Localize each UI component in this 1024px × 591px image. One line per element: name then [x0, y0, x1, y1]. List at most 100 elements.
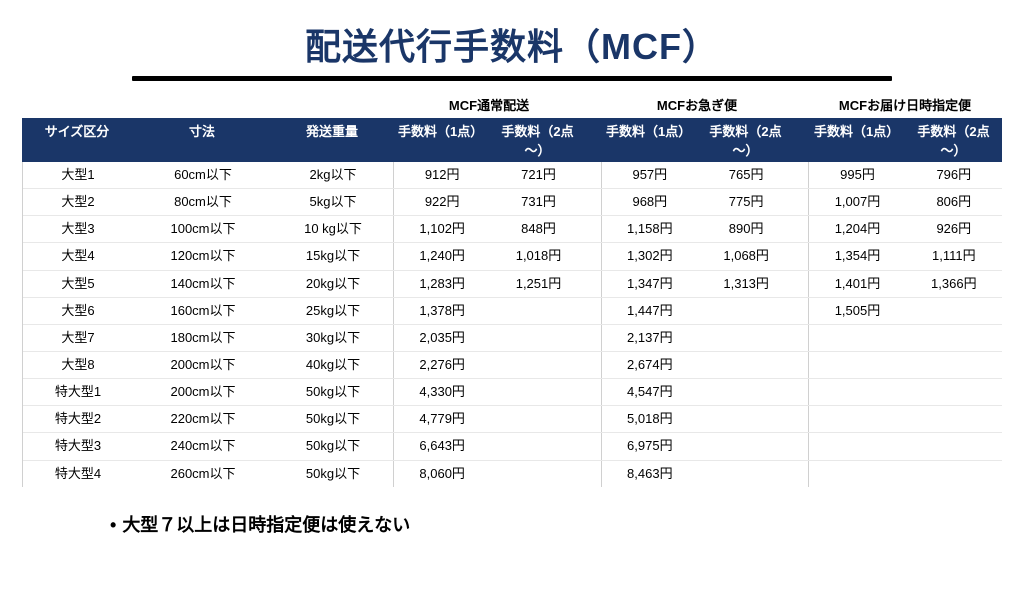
cell-size: 大型6: [23, 298, 133, 324]
cell-a1: 922円: [393, 189, 490, 215]
cell-b2: [698, 433, 794, 459]
cell-c1: 1,007円: [808, 189, 905, 215]
cell-c2: [906, 298, 1002, 324]
cell-b1: 1,447円: [601, 298, 698, 324]
table-body: 大型160cm以下2kg以下912円721円957円765円995円796円大型…: [22, 162, 1002, 487]
table-row: 大型3100cm以下10 kg以下1,102円848円1,158円890円1,2…: [23, 216, 1002, 243]
cell-b2: [698, 352, 794, 378]
cell-a2: [490, 325, 586, 351]
cell-c1: [808, 325, 905, 351]
cell-a2: 848円: [490, 216, 586, 242]
cell-dim: 140cm以下: [133, 271, 273, 297]
cell-b2: 765円: [698, 162, 794, 188]
cell-size: 大型2: [23, 189, 133, 215]
cell-a2: [490, 433, 586, 459]
cell-c1: 1,401円: [808, 271, 905, 297]
cell-a2: 1,251円: [490, 271, 586, 297]
cell-b2: [698, 298, 794, 324]
cell-dim: 200cm以下: [133, 379, 273, 405]
cell-c1: [808, 379, 905, 405]
cell-size: 特大型3: [23, 433, 133, 459]
cell-c1: [808, 406, 905, 432]
cell-a1: 1,240円: [393, 243, 490, 269]
table-row: 大型8200cm以下40kg以下2,276円2,674円: [23, 352, 1002, 379]
cell-size: 大型7: [23, 325, 133, 351]
cell-a1: 2,035円: [393, 325, 490, 351]
cell-b2: [698, 406, 794, 432]
group-header-row: MCF通常配送 MCFお急ぎ便 MCFお届け日時指定便: [22, 95, 1002, 118]
cell-size: 大型4: [23, 243, 133, 269]
cell-c1: [808, 433, 905, 459]
cell-size: 大型1: [23, 162, 133, 188]
page-title: 配送代行手数料（MCF）: [0, 18, 1024, 70]
cell-c1: [808, 461, 905, 487]
group-header-express: MCFお急ぎ便: [600, 95, 794, 118]
cell-b2: [698, 461, 794, 487]
col-c1: 手数料（1点）: [808, 118, 905, 162]
cell-a2: [490, 298, 586, 324]
cell-a1: 1,378円: [393, 298, 490, 324]
cell-dim: 80cm以下: [133, 189, 273, 215]
cell-b2: 890円: [698, 216, 794, 242]
cell-b2: 775円: [698, 189, 794, 215]
table-row: 大型5140cm以下20kg以下1,283円1,251円1,347円1,313円…: [23, 271, 1002, 298]
cell-c2: [906, 379, 1002, 405]
cell-size: 特大型1: [23, 379, 133, 405]
cell-b1: 5,018円: [601, 406, 698, 432]
col-a2: 手数料（2点～）: [489, 118, 586, 162]
cell-a1: 1,102円: [393, 216, 490, 242]
cell-b2: 1,313円: [698, 271, 794, 297]
table-row: 特大型3240cm以下50kg以下6,643円6,975円: [23, 433, 1002, 460]
table-row: 大型7180cm以下30kg以下2,035円2,137円: [23, 325, 1002, 352]
cell-c2: [906, 406, 1002, 432]
table-row: 特大型1200cm以下50kg以下4,330円4,547円: [23, 379, 1002, 406]
col-dim: 寸法: [132, 118, 272, 162]
cell-weight: 50kg以下: [273, 406, 393, 432]
cell-a2: 721円: [490, 162, 586, 188]
col-a1: 手数料（1点）: [392, 118, 489, 162]
cell-a2: 731円: [490, 189, 586, 215]
cell-dim: 180cm以下: [133, 325, 273, 351]
cell-dim: 100cm以下: [133, 216, 273, 242]
cell-a1: 2,276円: [393, 352, 490, 378]
bullet-icon: •: [110, 515, 116, 535]
cell-b1: 8,463円: [601, 461, 698, 487]
cell-c2: [906, 325, 1002, 351]
cell-b2: [698, 325, 794, 351]
cell-b1: 2,674円: [601, 352, 698, 378]
footnote: •大型７以上は日時指定便は使えない: [110, 511, 1024, 537]
cell-c2: [906, 352, 1002, 378]
group-header-scheduled: MCFお届け日時指定便: [808, 95, 1002, 118]
cell-a2: [490, 461, 586, 487]
cell-c1: 1,354円: [808, 243, 905, 269]
col-weight: 発送重量: [272, 118, 392, 162]
cell-b1: 1,347円: [601, 271, 698, 297]
cell-c2: 806円: [906, 189, 1002, 215]
cell-size: 特大型2: [23, 406, 133, 432]
cell-a2: [490, 406, 586, 432]
cell-b2: [698, 379, 794, 405]
cell-c2: 796円: [906, 162, 1002, 188]
cell-weight: 2kg以下: [273, 162, 393, 188]
cell-c2: [906, 433, 1002, 459]
cell-b1: 1,158円: [601, 216, 698, 242]
table-row: 大型4120cm以下15kg以下1,240円1,018円1,302円1,068円…: [23, 243, 1002, 270]
cell-weight: 50kg以下: [273, 461, 393, 487]
cell-dim: 220cm以下: [133, 406, 273, 432]
col-b1: 手数料（1点）: [600, 118, 697, 162]
cell-weight: 40kg以下: [273, 352, 393, 378]
cell-a1: 4,330円: [393, 379, 490, 405]
cell-weight: 5kg以下: [273, 189, 393, 215]
cell-c2: 1,366円: [906, 271, 1002, 297]
table-row: 特大型2220cm以下50kg以下4,779円 5,018円: [23, 406, 1002, 433]
cell-weight: 30kg以下: [273, 325, 393, 351]
column-header-row: サイズ区分 寸法 発送重量 手数料（1点） 手数料（2点～） 手数料（1点） 手…: [22, 118, 1002, 162]
cell-a1: 1,283円: [393, 271, 490, 297]
group-header-normal: MCF通常配送: [392, 95, 586, 118]
cell-a1: 6,643円: [393, 433, 490, 459]
cell-weight: 10 kg以下: [273, 216, 393, 242]
cell-a1: 4,779円: [393, 406, 490, 432]
cell-weight: 15kg以下: [273, 243, 393, 269]
cell-weight: 20kg以下: [273, 271, 393, 297]
cell-size: 大型8: [23, 352, 133, 378]
